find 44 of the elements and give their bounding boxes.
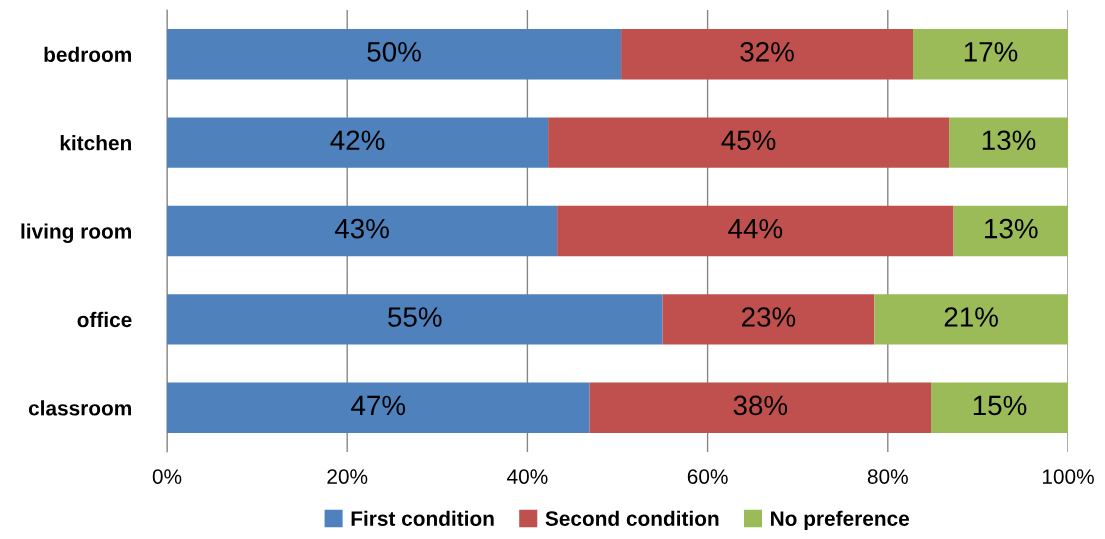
bar bbox=[167, 29, 622, 80]
bar bbox=[931, 382, 1068, 433]
y-tick-label: office bbox=[77, 311, 132, 328]
data-label: 13% bbox=[982, 130, 1036, 151]
data-label: 47% bbox=[351, 395, 406, 416]
bar bbox=[167, 205, 558, 257]
data-label: 23% bbox=[742, 307, 796, 327]
data-label: 50% bbox=[367, 41, 421, 62]
legend-label: No preference bbox=[771, 510, 910, 531]
data-label: 13% bbox=[985, 218, 1038, 239]
bar bbox=[167, 382, 590, 433]
x-tick-label: 60% bbox=[687, 469, 728, 484]
data-label: 42% bbox=[330, 130, 385, 150]
data-label: 45% bbox=[721, 130, 776, 151]
bar bbox=[167, 294, 663, 345]
data-label: 55% bbox=[388, 307, 442, 327]
bar bbox=[167, 117, 549, 168]
x-tick-label: 100% bbox=[1042, 469, 1094, 484]
bar bbox=[548, 117, 950, 168]
y-tick-label: living room bbox=[21, 223, 131, 243]
y-tick-label: bedroom bbox=[44, 46, 131, 62]
bar bbox=[662, 294, 875, 345]
legend-label: First condition bbox=[351, 510, 494, 526]
data-label: 32% bbox=[740, 41, 794, 62]
data-label: 15% bbox=[973, 395, 1027, 416]
y-tick-label: classroom bbox=[28, 400, 131, 416]
x-tick-label: 20% bbox=[327, 469, 368, 484]
data-label: 44% bbox=[728, 218, 783, 239]
bar bbox=[874, 294, 1068, 345]
bar bbox=[557, 205, 954, 257]
data-label: 21% bbox=[944, 307, 998, 327]
bar bbox=[953, 205, 1068, 257]
x-tick-label: 40% bbox=[507, 469, 548, 484]
bar bbox=[949, 117, 1068, 168]
y-tick-label: kitchen bbox=[60, 135, 131, 151]
x-tick-label: 0% bbox=[152, 469, 182, 484]
data-label: 38% bbox=[733, 395, 788, 416]
data-label: 17% bbox=[964, 42, 1018, 62]
x-tick-label: 80% bbox=[867, 469, 908, 484]
legend-label: Second condition bbox=[545, 510, 719, 526]
data-label: 43% bbox=[334, 218, 389, 239]
bar bbox=[621, 29, 914, 80]
bar bbox=[913, 29, 1068, 80]
bar bbox=[589, 382, 932, 433]
